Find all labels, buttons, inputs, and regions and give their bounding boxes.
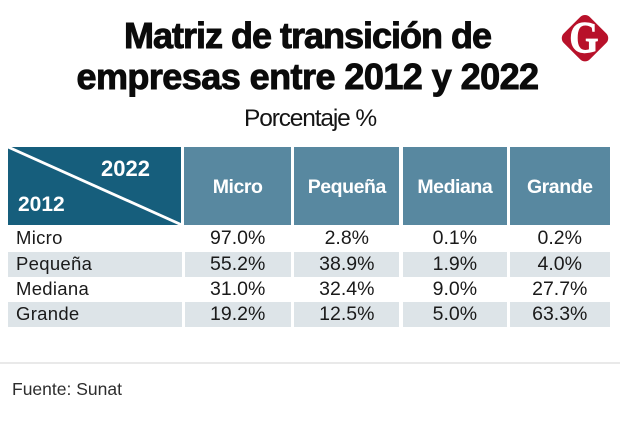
svg-text:G: G: [569, 12, 598, 62]
